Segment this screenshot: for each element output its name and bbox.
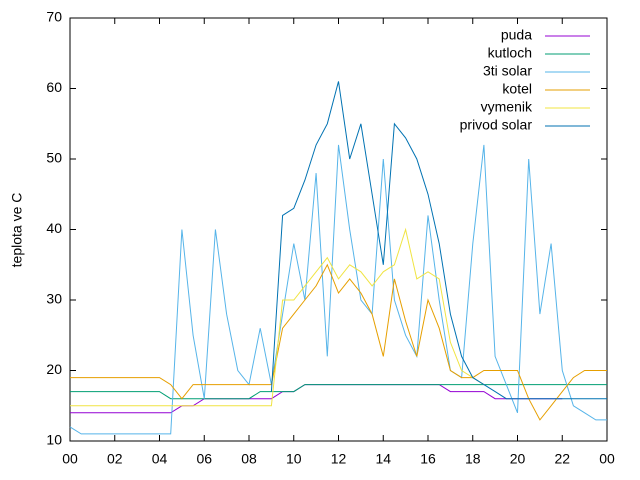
series-line xyxy=(270,81,607,400)
y-axis-label: teplota ve C xyxy=(9,193,25,268)
x-tick-label: 02 xyxy=(107,451,123,467)
x-tick-label: 10 xyxy=(286,451,302,467)
legend-label: kutloch xyxy=(488,45,532,61)
x-tick-label: 00 xyxy=(62,451,78,467)
y-tick-label: 50 xyxy=(46,150,62,166)
x-tick-label: 12 xyxy=(331,451,347,467)
series-line xyxy=(70,263,607,421)
series-line xyxy=(70,384,563,414)
x-tick-label: 00 xyxy=(599,451,615,467)
legend-label: privod solar xyxy=(460,117,533,133)
x-tick-label: 16 xyxy=(420,451,436,467)
x-tick-label: 06 xyxy=(196,451,212,467)
x-tick-label: 20 xyxy=(510,451,526,467)
y-tick-label: 60 xyxy=(46,79,62,95)
series-line xyxy=(70,384,607,400)
legend-label: 3ti solar xyxy=(483,63,532,79)
y-tick-label: 10 xyxy=(46,432,62,448)
x-tick-label: 14 xyxy=(375,451,391,467)
x-tick-label: 18 xyxy=(465,451,481,467)
y-tick-label: 20 xyxy=(46,361,62,377)
y-tick-label: 40 xyxy=(46,220,62,236)
y-tick-label: 30 xyxy=(46,291,62,307)
legend-label: vymenik xyxy=(481,99,533,115)
x-tick-label: 22 xyxy=(554,451,570,467)
legend-label: kotel xyxy=(502,81,532,97)
x-tick-label: 08 xyxy=(241,451,257,467)
x-tick-label: 04 xyxy=(152,451,168,467)
series-line xyxy=(70,227,485,407)
series-line xyxy=(69,144,607,435)
legend-label: puda xyxy=(501,27,532,43)
y-tick-label: 70 xyxy=(46,9,62,25)
